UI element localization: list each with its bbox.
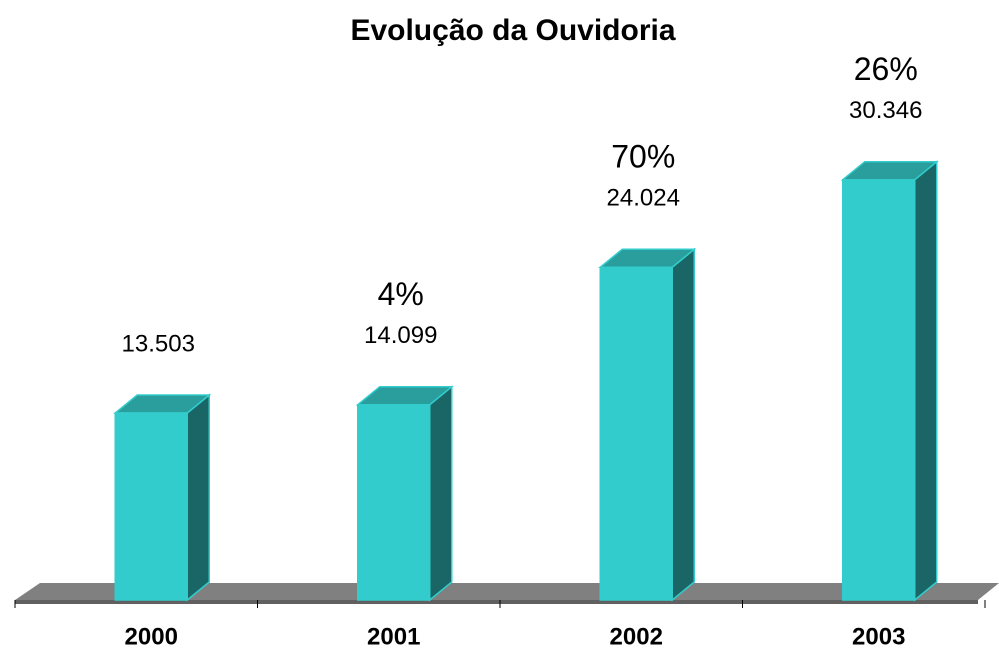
bar-front [114, 412, 188, 601]
value-label: 13.503 [122, 330, 195, 357]
x-tick-label: 2000 [125, 623, 178, 650]
bar-side [914, 160, 938, 602]
growth-label: 70% [611, 139, 675, 175]
x-tick-label: 2001 [367, 623, 420, 650]
bar [355, 385, 454, 602]
floor-edge [15, 600, 978, 604]
bar-side [186, 393, 210, 602]
chart-title: Evolução da Ouvidoria [350, 14, 675, 47]
bar-front [357, 403, 431, 601]
value-label: 24.024 [607, 185, 680, 212]
x-tick-label: 2003 [852, 623, 905, 650]
x-tick-label: 2002 [610, 623, 663, 650]
bar-side [671, 247, 695, 602]
value-label: 14.099 [364, 322, 437, 349]
bar [113, 393, 212, 602]
growth-label: 4% [378, 276, 424, 312]
floor [15, 583, 999, 600]
bar-front [599, 266, 673, 601]
value-label: 30.346 [849, 97, 922, 124]
bar [598, 247, 697, 602]
bar-side [429, 385, 453, 602]
growth-label: 26% [854, 51, 918, 87]
bar-front [842, 178, 916, 601]
bar [840, 160, 939, 602]
